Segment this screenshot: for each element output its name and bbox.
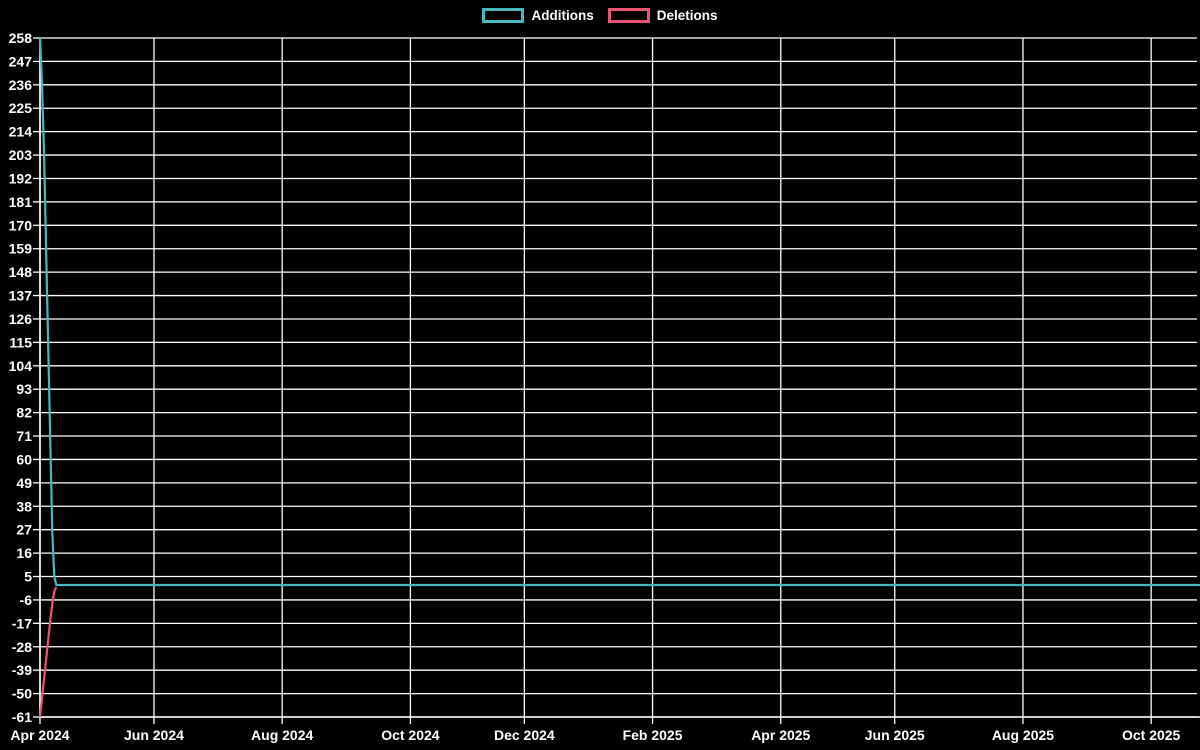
y-tick-label: 115: [9, 334, 32, 350]
x-tick-label: Aug 2024: [251, 727, 313, 743]
legend-item-additions[interactable]: Additions: [482, 8, 594, 23]
y-tick-label: 93: [16, 381, 32, 397]
y-tick-label: -6: [20, 592, 33, 608]
y-tick-label: -17: [12, 615, 32, 631]
y-tick-label: 258: [9, 30, 33, 46]
y-tick-label: 49: [16, 475, 32, 491]
x-tick-label: Feb 2025: [623, 727, 683, 743]
deletions-swatch-icon: [607, 8, 650, 23]
legend-item-deletions[interactable]: Deletions: [607, 8, 718, 23]
x-tick-label: Oct 2024: [381, 727, 440, 743]
legend-label-deletions: Deletions: [656, 8, 718, 23]
y-tick-label: 27: [16, 522, 32, 538]
y-tick-label: 214: [9, 124, 33, 140]
y-tick-label: 60: [16, 451, 32, 467]
y-tick-label: 5: [24, 569, 32, 585]
y-tick-label: 236: [9, 77, 33, 93]
x-tick-label: Jun 2025: [865, 727, 925, 743]
y-tick-label: 170: [9, 217, 33, 233]
y-tick-label: -28: [12, 639, 32, 655]
additions-swatch-icon: [482, 8, 525, 23]
y-tick-label: 38: [16, 498, 32, 514]
x-tick-label: Apr 2025: [751, 727, 810, 743]
x-tick-label: Oct 2025: [1122, 727, 1181, 743]
y-tick-label: -50: [12, 686, 32, 702]
y-tick-label: -39: [12, 662, 32, 678]
x-tick-label: Dec 2024: [494, 727, 555, 743]
deletions-line: [38, 586, 58, 718]
chart-legend: Additions Deletions: [0, 8, 1200, 23]
x-tick-label: Aug 2025: [992, 727, 1054, 743]
y-tick-label: 148: [9, 264, 33, 280]
y-tick-label: -61: [12, 709, 32, 725]
y-tick-label: 82: [16, 405, 32, 421]
y-tick-label: 16: [16, 545, 32, 561]
y-tick-label: 181: [9, 194, 33, 210]
additions-line: [38, 37, 1200, 587]
y-tick-label: 225: [9, 100, 33, 116]
y-tick-label: 71: [16, 428, 32, 444]
y-tick-label: 126: [9, 311, 33, 327]
y-tick-label: 192: [9, 170, 33, 186]
legend-label-additions: Additions: [531, 8, 594, 23]
y-tick-label: 104: [9, 358, 33, 374]
y-tick-label: 159: [9, 241, 33, 257]
x-tick-label: Apr 2024: [10, 727, 69, 743]
x-tick-label: Jun 2024: [124, 727, 184, 743]
y-tick-label: 203: [9, 147, 33, 163]
y-tick-label: 137: [9, 288, 33, 304]
y-tick-label: 247: [9, 53, 33, 69]
